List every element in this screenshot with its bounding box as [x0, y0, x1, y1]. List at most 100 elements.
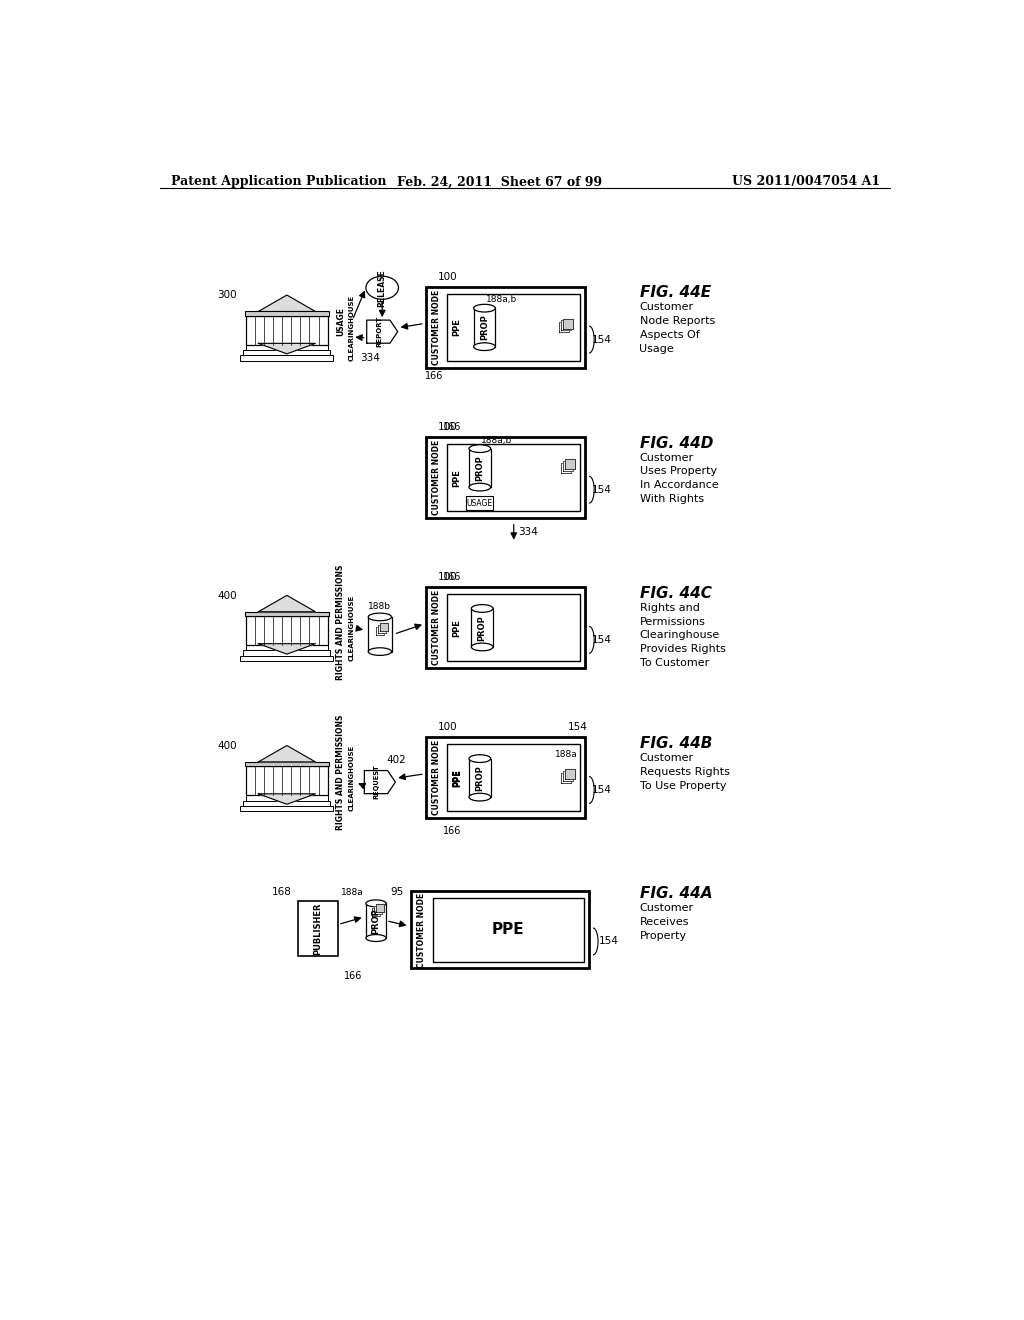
- Text: To Customer: To Customer: [640, 659, 709, 668]
- Bar: [246, 315, 328, 345]
- Text: Customer: Customer: [640, 903, 693, 913]
- Ellipse shape: [469, 445, 490, 453]
- Ellipse shape: [366, 935, 386, 941]
- Polygon shape: [561, 321, 571, 330]
- Bar: [474, 308, 496, 347]
- Polygon shape: [378, 626, 386, 632]
- Polygon shape: [376, 627, 384, 635]
- Bar: [246, 645, 328, 651]
- Bar: [447, 744, 580, 812]
- Bar: [469, 449, 490, 487]
- Bar: [244, 800, 331, 805]
- Text: 154: 154: [567, 722, 588, 733]
- Bar: [469, 759, 490, 797]
- Ellipse shape: [474, 305, 496, 312]
- Ellipse shape: [469, 483, 490, 491]
- Ellipse shape: [471, 605, 493, 612]
- Text: RIGHTS AND PERMISSIONS: RIGHTS AND PERMISSIONS: [336, 714, 345, 830]
- Polygon shape: [258, 296, 315, 312]
- Bar: [447, 444, 580, 511]
- Text: CUSTOMER NODE: CUSTOMER NODE: [432, 590, 441, 665]
- Bar: [245, 312, 329, 315]
- Polygon shape: [258, 343, 315, 354]
- Text: Rights and: Rights and: [640, 603, 699, 612]
- Text: FIG. 44E: FIG. 44E: [640, 285, 711, 301]
- Polygon shape: [258, 746, 315, 762]
- Text: PPE: PPE: [453, 619, 461, 636]
- Polygon shape: [564, 770, 574, 779]
- Text: Customer: Customer: [640, 752, 693, 763]
- Text: 100: 100: [438, 272, 458, 281]
- Text: 188a,b: 188a,b: [481, 436, 513, 445]
- Text: FIG. 44C: FIG. 44C: [640, 586, 712, 601]
- Polygon shape: [564, 459, 574, 469]
- Text: RIGHTS AND PERMISSIONS: RIGHTS AND PERMISSIONS: [336, 564, 345, 680]
- Bar: [447, 294, 580, 360]
- Text: PPE: PPE: [453, 770, 461, 787]
- Text: 168: 168: [271, 887, 292, 896]
- Text: Uses Property: Uses Property: [640, 466, 717, 477]
- Bar: [245, 762, 329, 767]
- Text: PUBLISHER: PUBLISHER: [313, 902, 323, 954]
- Text: Usage: Usage: [640, 345, 674, 354]
- Text: PPE: PPE: [453, 469, 461, 487]
- Text: PROP: PROP: [475, 766, 484, 791]
- Text: Feb. 24, 2011  Sheet 67 of 99: Feb. 24, 2011 Sheet 67 of 99: [397, 176, 602, 189]
- Bar: [447, 594, 580, 661]
- Polygon shape: [374, 907, 382, 913]
- Text: 154: 154: [592, 334, 611, 345]
- Text: Node Reports: Node Reports: [640, 317, 715, 326]
- Text: 166: 166: [425, 371, 443, 380]
- Text: Provides Rights: Provides Rights: [640, 644, 725, 655]
- Bar: [245, 611, 329, 616]
- Text: FIG. 44B: FIG. 44B: [640, 737, 712, 751]
- Text: Customer: Customer: [640, 302, 693, 313]
- Bar: [246, 345, 328, 350]
- Polygon shape: [367, 321, 397, 343]
- Text: PPE: PPE: [453, 770, 462, 787]
- Text: USAGE: USAGE: [336, 308, 345, 337]
- Text: 334: 334: [360, 354, 381, 363]
- Text: PPE: PPE: [453, 318, 461, 337]
- Text: 166: 166: [442, 422, 461, 432]
- Polygon shape: [380, 623, 388, 631]
- Polygon shape: [559, 322, 569, 333]
- Polygon shape: [563, 461, 572, 471]
- Text: 402: 402: [386, 755, 406, 766]
- Text: Receives: Receives: [640, 917, 689, 927]
- Text: 188b: 188b: [369, 602, 391, 611]
- Polygon shape: [561, 772, 571, 783]
- Text: US 2011/0047054 A1: US 2011/0047054 A1: [731, 176, 880, 189]
- Text: 95: 95: [390, 887, 403, 898]
- Text: Requests Rights: Requests Rights: [640, 767, 729, 776]
- Text: CUSTOMER NODE: CUSTOMER NODE: [432, 741, 441, 816]
- Polygon shape: [372, 908, 380, 916]
- Text: 188a: 188a: [555, 750, 578, 759]
- Text: PROP: PROP: [475, 455, 484, 480]
- Bar: [366, 903, 386, 939]
- Bar: [246, 767, 328, 795]
- Text: PROP: PROP: [477, 615, 486, 640]
- Text: 100: 100: [438, 572, 458, 582]
- Bar: [426, 437, 586, 517]
- Text: CUSTOMER NODE: CUSTOMER NODE: [432, 440, 441, 515]
- Text: 154: 154: [592, 785, 611, 795]
- Bar: [471, 609, 493, 647]
- Bar: [426, 286, 586, 368]
- Text: RELEASE: RELEASE: [378, 269, 387, 306]
- Polygon shape: [258, 595, 315, 611]
- Text: PPE: PPE: [492, 923, 524, 937]
- Text: 100: 100: [438, 422, 458, 432]
- Text: 154: 154: [592, 484, 611, 495]
- Polygon shape: [563, 318, 573, 329]
- Text: CUSTOMER NODE: CUSTOMER NODE: [417, 892, 426, 968]
- Polygon shape: [258, 644, 315, 655]
- Text: 154: 154: [598, 936, 618, 946]
- Ellipse shape: [366, 276, 398, 300]
- Polygon shape: [258, 793, 315, 804]
- Bar: [426, 738, 586, 818]
- Ellipse shape: [471, 643, 493, 651]
- Text: 100: 100: [438, 722, 458, 733]
- Text: CLEARINGHOUSE: CLEARINGHOUSE: [348, 294, 354, 360]
- Bar: [241, 805, 333, 810]
